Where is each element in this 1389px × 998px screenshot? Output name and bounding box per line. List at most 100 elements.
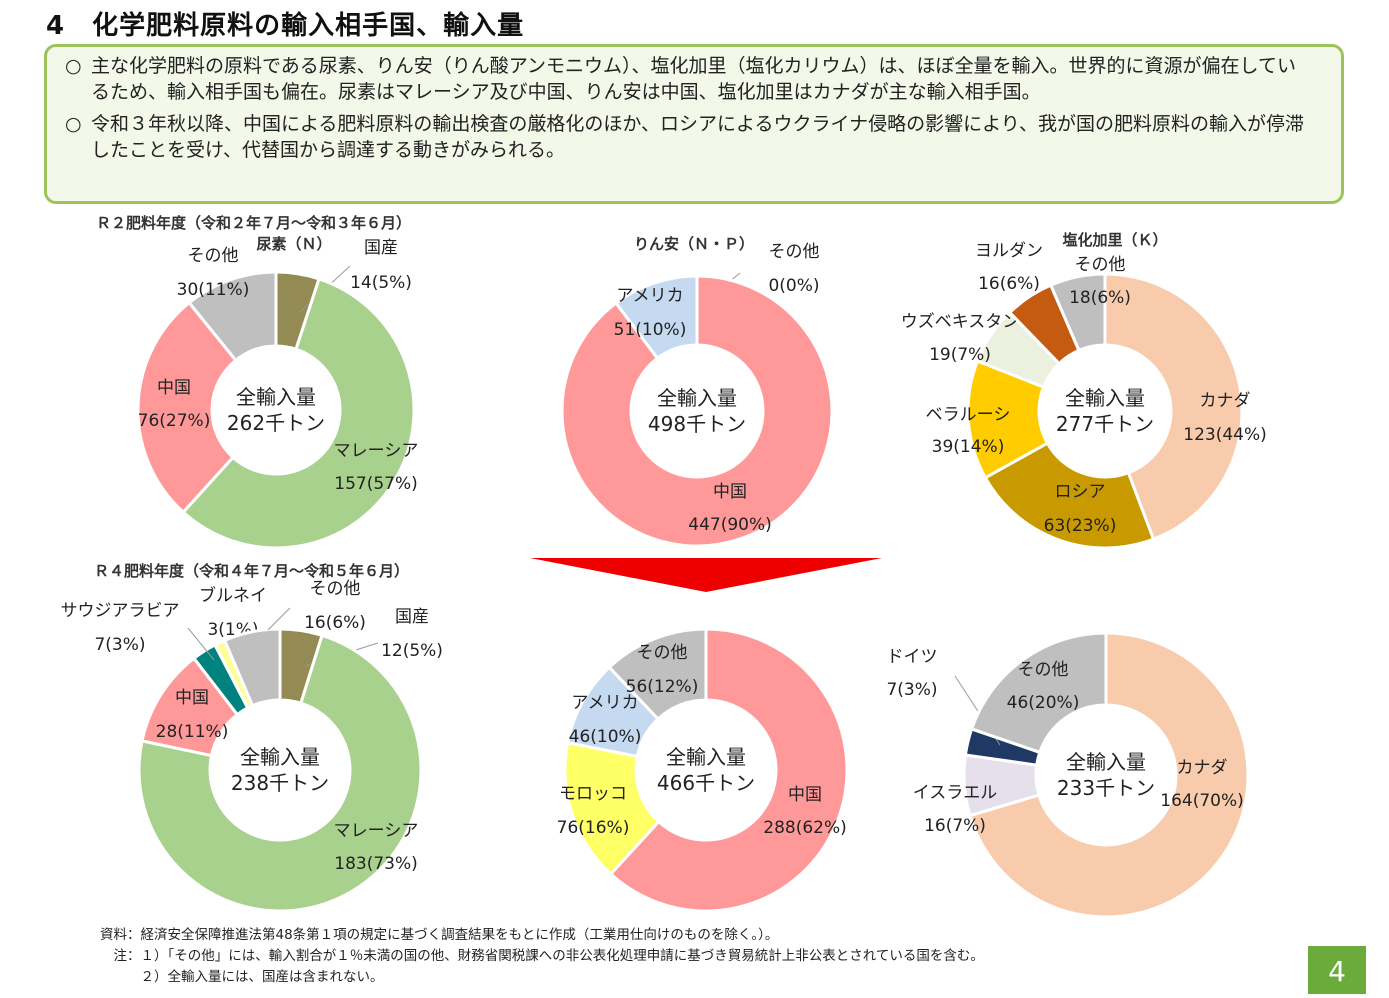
slice-value-label: 0(0%) [768,276,819,296]
slice-name-label: その他 [188,246,239,266]
bullet-mark: ○ [65,55,82,77]
slice-name-label: イスラエル [913,783,998,803]
slice-value-label: 447(90%) [688,515,772,535]
center-label-title: 全輸入量 [666,745,746,769]
slice-value-label: 76(16%) [557,818,630,838]
source-notes: 資料：経済安全保障推進法第48条第１項の規定に基づく調査結果をもとに作成（工業用… [100,925,984,988]
slice-name-label: サウジアラビア [61,601,180,621]
center-label-total: 498千トン [648,412,746,436]
slice-value-label: 7(3%) [94,635,145,655]
slice-urea-r2-3 [187,270,278,363]
slice-urea-r4-5 [222,627,282,708]
center-label-title: 全輸入量 [236,385,316,409]
slice-value-label: 18(6%) [1069,288,1131,308]
slice-name-label: モロッコ [559,784,627,804]
center-label-total: 238千トン [231,771,329,795]
slice-name-label: 中国 [175,688,209,708]
transition-arrow [530,558,882,592]
slice-value-label: 157(57%) [334,474,418,494]
slice-value-label: 7(3%) [886,680,937,700]
slice-value-label: 51(10%) [614,320,687,340]
slice-value-label: 63(23%) [1044,516,1117,536]
slice-value-label: 76(27%) [138,411,211,431]
slice-value-label: 28(11%) [156,722,229,742]
center-label-title: 全輸入量 [1065,386,1145,410]
summary-text: 令和３年秋以降、中国による肥料原料の輸出検査の厳格化のほか、ロシアによるウクライ… [91,113,1304,161]
slice-dap-r2-1 [560,274,834,548]
period-label-r2: Ｒ２肥料年度（令和２年７月～令和３年６月） [96,214,412,232]
center-label-total: 262千トン [227,411,325,435]
center-label-title: 全輸入量 [657,386,737,410]
slice-kcl-r2-1 [983,441,1156,550]
donut-chart-urea-r2: 国産 14(5%) マレーシア 157(57%) 中国 76(27%) その他 30(11%)… [136,235,418,550]
slice-name-label: ウズベキスタン [901,312,1020,332]
slice-dap-r2-2 [613,274,699,361]
slice-name-label: その他 [769,242,820,262]
slice-value-label: 16(6%) [978,274,1040,294]
slice-name-label: カナダ [1177,758,1228,778]
summary-bullet: ○ 主な化学肥料の原料である尿素、りん安（りん酸アンモニウム）、塩化加里（塩化カ… [65,53,1311,105]
leader-line [267,607,291,631]
slice-name-label: その他 [310,579,361,599]
note-line: ２）全輸入量には、国産は含まれない。 [100,969,384,985]
summary-text: 主な化学肥料の原料である尿素、りん安（りん酸アンモニウム）、塩化加里（塩化カリウ… [91,55,1296,103]
page-number: 4 [1308,946,1366,994]
slice-name-label: ドイツ [887,647,938,667]
slice-name-label: ブルネイ [199,585,267,606]
chart-title: りん安（Ｎ・Ｐ） [634,235,754,253]
slice-name-label: 国産 [364,238,398,258]
slice-value-label: 164(70%) [1160,791,1244,811]
slice-value-label: 288(62%) [763,818,847,838]
slice-value-label: 19(7%) [929,345,991,365]
slice-urea-r2-2 [136,300,238,515]
slice-value-label: 30(11%) [177,280,250,300]
slice-name-label: その他 [1018,660,1069,680]
donut-chart-kcl-r2: カナダ 123(44%) ロシア 63(23%) ベラルーシ 39(14%) ウズベキスタン… [901,231,1267,550]
slice-name-label: カナダ [1200,391,1251,411]
chart-title: 尿素（Ｎ） [256,235,331,253]
slice-name-label: 中国 [788,785,822,805]
slice-value-label: 16(6%) [304,613,366,633]
slice-kcl-r2-0 [1103,272,1244,542]
chart-title: 塩化加里（Ｋ） [1062,231,1167,249]
slice-value-label: 56(12%) [626,677,699,697]
slice-name-label: アメリカ [616,286,683,306]
center-label-title: 全輸入量 [240,745,320,769]
slice-kcl-r4-3 [969,631,1108,755]
donut-chart-kcl-r4: カナダ 164(70%) イスラエル 16(7%) ドイツ 7(3%) その他 46(20%)… [886,631,1250,919]
slice-name-label: 国産 [395,607,429,627]
slice-name-label: 中国 [157,378,191,398]
slice-name-label: 中国 [713,482,747,502]
summary-box: ○ 主な化学肥料の原料である尿素、りん安（りん酸アンモニウム）、塩化加里（塩化カ… [44,44,1344,204]
slice-name-label: ロシア [1055,482,1106,502]
donut-chart-urea-r4: 国産 12(5%) マレーシア 183(73%) 中国 28(11%) サウジアラビア 7(3… [61,579,443,913]
note-line: 注：１）「その他」には、輸入割合が１％未満の国の他、財務省関税課への非公表化処理… [100,948,984,964]
slice-value-label: 123(44%) [1183,425,1267,445]
bullet-mark: ○ [65,113,82,135]
slice-dap-r4-0 [608,627,849,913]
slice-kcl-r2-5 [1048,272,1107,353]
slice-dap-r4-3 [607,627,708,722]
slice-value-label: 16(7%) [924,816,986,836]
slice-name-label: アメリカ [571,693,638,713]
slice-value-label: 46(10%) [569,727,642,747]
center-label-total: 233千トン [1057,776,1155,800]
slice-value-label: 12(5%) [381,641,443,661]
leader-line [187,627,215,661]
slice-name-label: その他 [1075,255,1126,275]
center-label-title: 全輸入量 [1066,750,1146,774]
slice-value-label: 14(5%) [350,273,412,293]
slice-kcl-r4-0 [968,631,1250,919]
slice-name-label: ベラルーシ [926,405,1011,425]
slice-value-label: 183(73%) [334,854,418,874]
period-label-r4: Ｒ４肥料年度（令和４年７月～令和５年６月） [94,562,410,580]
summary-bullet: ○ 令和３年秋以降、中国による肥料原料の輸出検査の厳格化のほか、ロシアによるウク… [65,111,1311,163]
slice-urea-r4-1 [137,633,423,913]
donut-chart-dap-r4: 中国 288(62%) モロッコ 76(16%) アメリカ 46(10%) その他 56(12… [557,627,849,913]
slice-urea-r2-1 [181,277,416,550]
center-label-total: 466千トン [657,771,755,795]
slice-name-label: その他 [637,643,688,663]
slice-value-label: 39(14%) [932,437,1005,457]
